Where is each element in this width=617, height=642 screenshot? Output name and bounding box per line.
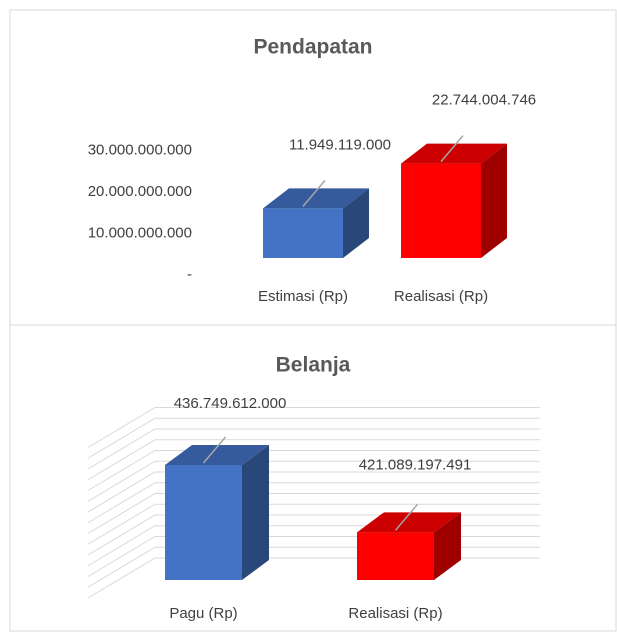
value-label: 421.089.197.491 (359, 456, 472, 473)
y-tick-label: 20.000.000.000 (88, 183, 192, 200)
value-label: 11.949.119.000 (289, 136, 391, 153)
grid-line (87, 417, 540, 459)
x-tick-label: Realisasi (Rp) (348, 605, 442, 622)
x-tick-label: Pagu (Rp) (169, 605, 237, 622)
grid-line (87, 460, 540, 502)
chart-title: Belanja (276, 354, 351, 377)
leader-line (394, 503, 419, 531)
grid-line (87, 514, 540, 556)
grid-line (87, 525, 540, 567)
chart-title: Pendapatan (253, 36, 372, 59)
bar-top (357, 512, 461, 533)
bar-side (434, 512, 461, 580)
bar-front (165, 464, 242, 580)
panel-border (9, 324, 617, 632)
grid-line (87, 407, 540, 448)
grid-line (87, 503, 540, 545)
y-tick-label: - (187, 266, 192, 283)
grid-line (87, 493, 540, 534)
x-tick-label: Estimasi (Rp) (258, 288, 348, 305)
bar-side (481, 143, 507, 258)
value-label: 22.744.004.746 (432, 92, 536, 109)
leader-line (440, 135, 464, 163)
grid-line (87, 428, 540, 470)
grid-line (87, 482, 540, 524)
x-tick-label: Realisasi (Rp) (394, 288, 488, 305)
grid-line (87, 546, 540, 588)
bar-front (401, 163, 481, 258)
y-tick-label: 30.000.000.000 (88, 141, 192, 158)
leader-line (302, 179, 326, 207)
bar-front (263, 208, 343, 258)
y-tick-label: 10.000.000.000 (88, 224, 192, 241)
bar-side (343, 188, 369, 258)
bar-side (242, 444, 269, 580)
bar-top (263, 188, 369, 209)
grid-line (87, 557, 540, 599)
bar-front (357, 532, 434, 580)
value-label: 436.749.612.000 (174, 395, 287, 412)
grid-line (87, 536, 540, 577)
bar-top (165, 444, 269, 465)
grid-line (87, 471, 540, 513)
grid-line (87, 439, 540, 481)
bar-top (401, 143, 507, 164)
grid-line (87, 450, 540, 491)
leader-line (202, 436, 227, 464)
